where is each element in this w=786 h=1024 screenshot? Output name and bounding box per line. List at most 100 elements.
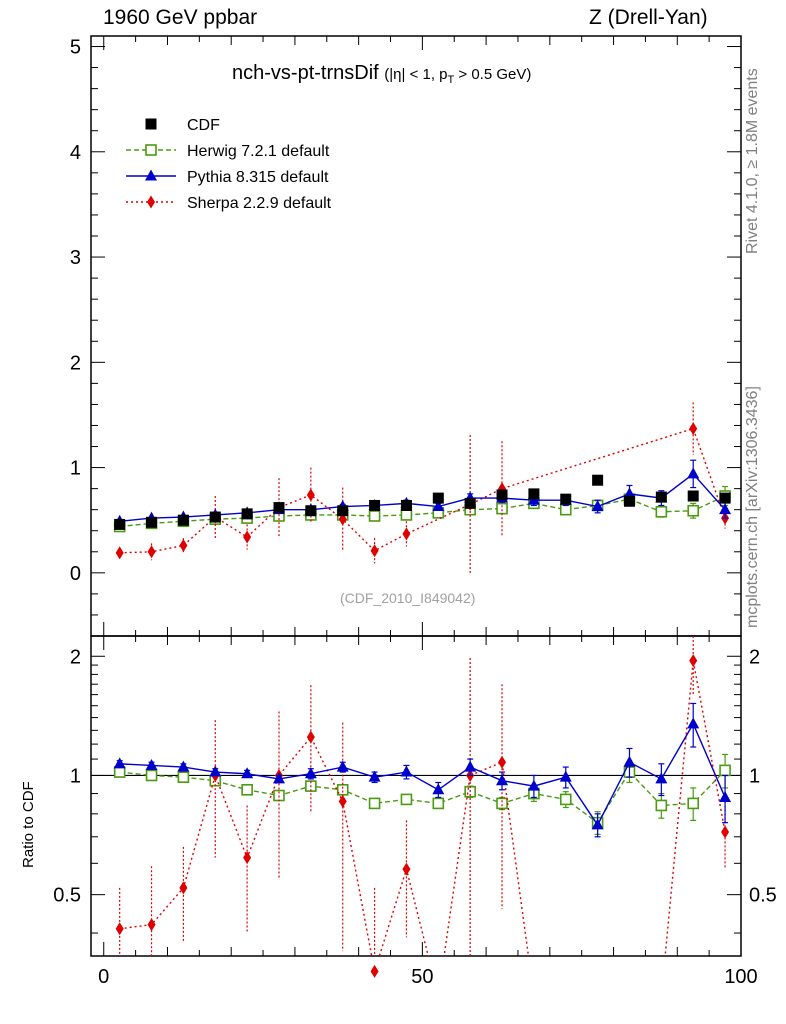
chart-title-main: nch-vs-pt-trnsDif — [232, 62, 379, 84]
y-tick-label: 0 — [70, 563, 81, 585]
data-point — [592, 474, 604, 486]
data-point — [114, 518, 126, 530]
data-point — [273, 502, 285, 514]
data-point — [655, 491, 667, 503]
analysis-id-label: (CDF_2010_I849042) — [340, 590, 476, 606]
data-point — [432, 492, 444, 504]
ratio-point — [689, 654, 698, 668]
ratio-point — [272, 772, 285, 784]
data-point — [177, 514, 189, 526]
series-line — [119, 427, 726, 554]
ratio-point — [243, 851, 252, 865]
data-point — [655, 505, 668, 518]
main-plot-data — [113, 402, 732, 574]
ratio-point — [464, 760, 477, 772]
ratio-series-pythia — [113, 702, 732, 838]
data-point — [115, 546, 124, 560]
y-tick-label: 1 — [70, 458, 81, 480]
ratio-point — [655, 799, 668, 812]
header-left-label: 1960 GeV ppbar — [103, 6, 258, 29]
ratio-point — [209, 765, 222, 777]
ratio-point — [655, 772, 668, 784]
ratio-point — [368, 797, 381, 810]
legend-marker — [145, 118, 157, 130]
ratio-point — [145, 758, 158, 770]
ratio-point — [370, 964, 379, 978]
mcplots-label: mcplots.cern.ch [arXiv:1306.3436] — [744, 386, 761, 628]
data-point — [368, 510, 381, 522]
legend-label: Herwig 7.2.1 default — [187, 143, 330, 160]
series-sherpa — [115, 402, 730, 574]
ratio-plot-data — [113, 636, 732, 978]
header-right-label: Z (Drell-Yan) — [589, 6, 708, 29]
data-point — [369, 499, 381, 511]
series-pythia — [113, 459, 732, 526]
y-tick-label: 2 — [70, 352, 81, 374]
legend-label: CDF — [187, 117, 220, 134]
ratio-tick-label-left: 0.5 — [53, 885, 81, 907]
legend-label: Pythia 8.315 default — [187, 169, 329, 186]
ratio-point — [304, 767, 317, 779]
x-tick-label: 100 — [724, 966, 757, 988]
data-point — [496, 489, 508, 501]
data-point — [719, 503, 732, 515]
ratio-point — [721, 825, 730, 839]
rivet-version-label: Rivet 4.1.0, ≥ 1.8M events — [744, 68, 761, 254]
ratio-point — [719, 790, 732, 802]
y-tick-label: 3 — [70, 247, 81, 269]
data-point — [623, 495, 635, 507]
ratio-point — [591, 818, 604, 830]
legend: CDF Herwig 7.2.1 default Pythia 8.315 defa… — [126, 117, 332, 212]
ratio-tick-label-right: 1 — [749, 765, 760, 787]
series-cdf — [114, 474, 731, 530]
ratio-point — [496, 774, 509, 786]
data-point — [687, 490, 699, 502]
ratio-point — [687, 797, 700, 810]
data-point — [560, 493, 572, 505]
ratio-point — [306, 730, 315, 744]
data-point — [623, 487, 636, 499]
ratio-point — [241, 767, 254, 779]
data-point — [689, 422, 698, 436]
data-point — [306, 488, 315, 502]
y-tick-label: 4 — [70, 142, 81, 164]
ratio-point — [336, 760, 349, 772]
ratio-point — [115, 922, 124, 936]
data-point — [402, 527, 411, 541]
data-point — [179, 538, 188, 552]
legend-marker — [145, 144, 157, 156]
ratio-point — [687, 717, 700, 729]
legend-entry-herwig: Herwig 7.2.1 default — [126, 143, 330, 160]
data-point — [147, 545, 156, 559]
ratio-point — [432, 797, 445, 810]
ratio-point — [527, 779, 540, 791]
x-tick-label: 50 — [411, 966, 433, 988]
ratio-series-sherpa — [115, 636, 730, 978]
ratio-point — [368, 770, 381, 782]
x-tick-label: 0 — [98, 966, 109, 988]
data-point — [400, 499, 412, 511]
data-point — [241, 508, 253, 520]
ratio-tick-label-left: 1 — [70, 765, 81, 787]
ratio-point — [559, 770, 572, 782]
ratio-point — [400, 793, 413, 806]
ratio-point — [177, 771, 190, 783]
ratio-point — [402, 862, 411, 876]
data-point — [146, 516, 158, 528]
y-tick-label: 5 — [70, 37, 81, 59]
data-point — [591, 500, 604, 512]
ratio-point — [623, 755, 636, 767]
ratio-plot-frame: 0 50 100 0.5 0.5 1 1 2 2 — [53, 635, 777, 988]
data-point — [719, 492, 731, 504]
ratio-series-line — [119, 660, 726, 956]
legend-entry-pythia: Pythia 8.315 default — [126, 169, 329, 186]
ratio-tick-label-right: 0.5 — [749, 885, 777, 907]
legend-entry-cdf: CDF — [145, 117, 220, 134]
ratio-point — [147, 918, 156, 932]
data-point — [370, 544, 379, 558]
ratio-point — [498, 755, 507, 769]
chart-title-cuts: (|η| < 1, pT > 0.5 GeV) — [384, 66, 532, 86]
ratio-point — [432, 783, 445, 795]
data-point — [305, 505, 317, 517]
